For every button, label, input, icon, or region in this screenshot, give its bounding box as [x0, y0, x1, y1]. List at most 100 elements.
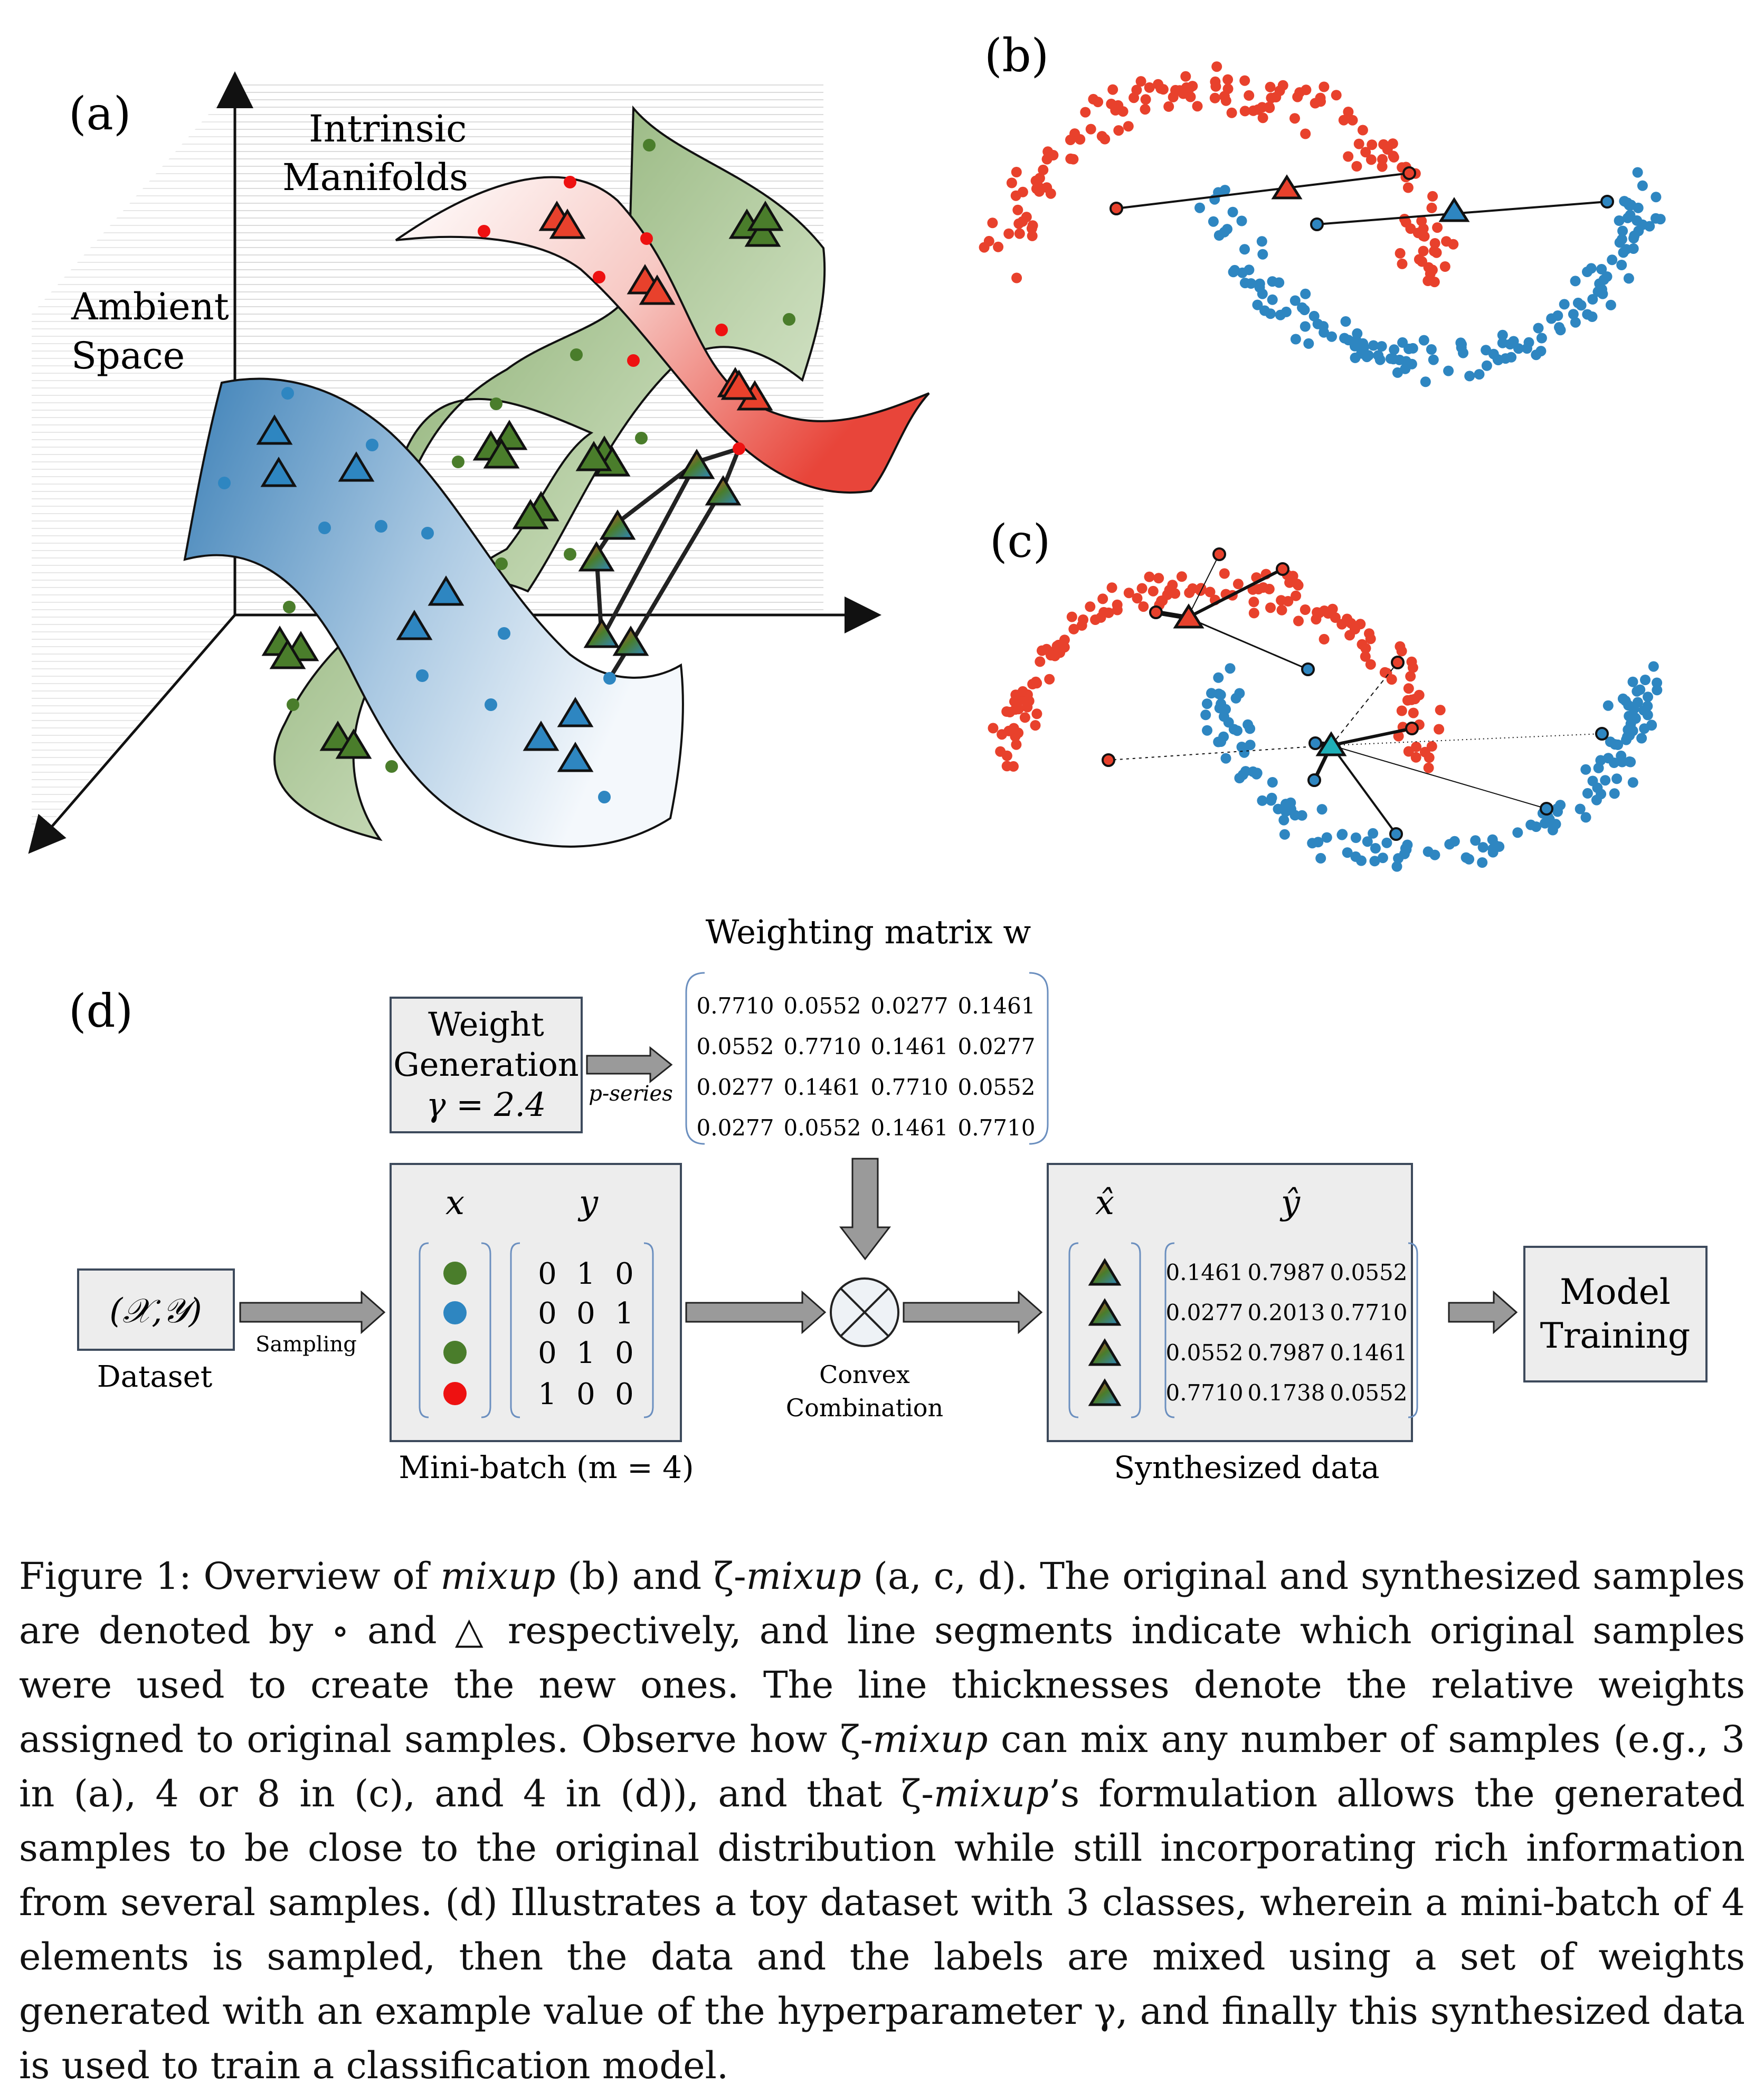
blue-sample-dot [1362, 836, 1373, 847]
yhat-cell: 0.2013 [1248, 1300, 1325, 1325]
to-synth-arrow [903, 1290, 1043, 1334]
blue-sample-dot [1213, 230, 1225, 241]
red-sample-dot [1006, 177, 1017, 188]
red-sample-dot [1163, 101, 1174, 112]
red-sample-dot [1068, 623, 1079, 634]
blue-sample-dot [1208, 216, 1219, 227]
red-sample-dot [979, 242, 990, 253]
red-sample-dot [1106, 582, 1117, 593]
blue-sample-dot [1274, 277, 1285, 288]
red-sample-dot [1187, 583, 1198, 594]
red-sample-dot [1393, 731, 1404, 742]
red-sample-dot [1140, 104, 1151, 115]
panel-d: (d) Weight Generation γ = 2.4 p-series W… [69, 913, 1708, 1485]
red-sample-dot [1112, 599, 1123, 610]
blue-sample-dot [1632, 697, 1643, 708]
blue-sample-dot [1350, 851, 1361, 862]
blue-sample-dot [1637, 180, 1648, 191]
caption-emph: mixup [746, 1555, 861, 1598]
blue-sample-dot [1628, 233, 1639, 244]
red-sample-dot [1377, 161, 1388, 172]
blue-sample-dot [1546, 313, 1557, 324]
red-sample-dot [1441, 236, 1452, 247]
blue-sample-dot [1628, 243, 1639, 254]
blue-sample-dot [1290, 334, 1301, 345]
matrix-down-arrow [839, 1158, 892, 1261]
blue-sample-dot [1236, 215, 1247, 226]
red-sample-dot [1239, 75, 1250, 86]
synth-label: Synthesized data [1114, 1450, 1379, 1485]
blue-sample-dot [1218, 711, 1229, 722]
red-sample-dot [1402, 182, 1414, 193]
yhat-cell: 0.0552 [1166, 1340, 1244, 1366]
blue-sample-dot [1285, 797, 1296, 808]
yhat-cell: 0.0277 [1166, 1300, 1244, 1325]
blue-sample-dot [1400, 356, 1411, 367]
y-cell: 1 [538, 1377, 557, 1412]
blue-sample-dot [1267, 777, 1278, 788]
blue-sample-dot [1500, 353, 1511, 364]
blue-sample-dot [1256, 236, 1267, 247]
red-sample-dot [1435, 705, 1446, 716]
red-sample-dot [1232, 579, 1244, 590]
yhat-cell: 0.0552 [1330, 1259, 1408, 1285]
blue-sample-dot [1477, 842, 1488, 853]
red-sample-dot [1276, 604, 1287, 615]
yhat-cell: 0.1461 [1166, 1259, 1244, 1285]
red-sample-dot [1157, 595, 1168, 606]
yhat-bracket-left [1164, 1242, 1175, 1418]
blue-sample-dot [1481, 360, 1492, 371]
red-sample-dot [1327, 603, 1338, 614]
red-sample-dot [1027, 230, 1038, 241]
red-sample-dot [1012, 204, 1023, 215]
red-sample-dot [1410, 752, 1421, 763]
red-manifold [395, 176, 930, 494]
red-sample-dot [1347, 115, 1358, 126]
matrix-bracket-right [1029, 972, 1049, 1145]
blue-sample-dot [1614, 215, 1625, 226]
red-sample-dot [1107, 84, 1118, 95]
blue-sample-dot [1497, 329, 1508, 340]
y-cell: 0 [615, 1377, 634, 1412]
yhat-cell: 0.0552 [1330, 1380, 1408, 1406]
blue-sample-dot [1608, 757, 1619, 768]
blue-sample-dot [1225, 663, 1236, 674]
red-sample-dot [1045, 650, 1056, 661]
red-sample-dot [1004, 707, 1016, 717]
blue-sample-dot [1642, 709, 1653, 721]
blue-sample-dot [1648, 661, 1659, 672]
blue-sample-dot [1316, 804, 1327, 815]
red-sample-dot [1426, 202, 1437, 213]
blue-sample-dot [1236, 742, 1247, 752]
red-sample-dot [1365, 659, 1376, 670]
red-sample-dot [1418, 245, 1429, 257]
red-sample-dot [1403, 746, 1414, 757]
red-sample-dot [1068, 154, 1079, 165]
red-sample-dot [1403, 683, 1414, 694]
red-sample-dot [988, 723, 999, 734]
blue-sample-dot [1525, 819, 1537, 830]
blue-sample-dot [1607, 254, 1618, 266]
blue-sample-dot [1265, 308, 1276, 319]
red-sample-dot [1423, 762, 1434, 773]
red-sample-dot [1209, 92, 1220, 103]
caption-part: (b) and ζ- [555, 1555, 746, 1598]
blue-sample-dot [1575, 803, 1586, 815]
blue-sample-dot [1474, 369, 1485, 380]
red-sample-dot [1044, 674, 1055, 685]
to-model-arrow [1448, 1290, 1518, 1334]
red-sample-dot [1293, 615, 1304, 627]
blue-sample-dot [1297, 302, 1307, 313]
blue-sample-dot [1228, 267, 1239, 278]
blue-sample-dot [1420, 376, 1431, 387]
minibatch-sample-dot [443, 1301, 467, 1324]
y-cell: 0 [538, 1257, 557, 1291]
ambient-line2: Space [71, 334, 185, 377]
blue-sample-dot [1623, 724, 1634, 735]
model-training-box [1523, 1246, 1708, 1382]
red-sample-dot [1429, 277, 1440, 288]
red-sample-dot [1351, 161, 1362, 172]
red-sample-dot [1265, 602, 1276, 613]
red-sample-dot [1432, 222, 1443, 233]
blue-sample-dot [1418, 335, 1429, 346]
